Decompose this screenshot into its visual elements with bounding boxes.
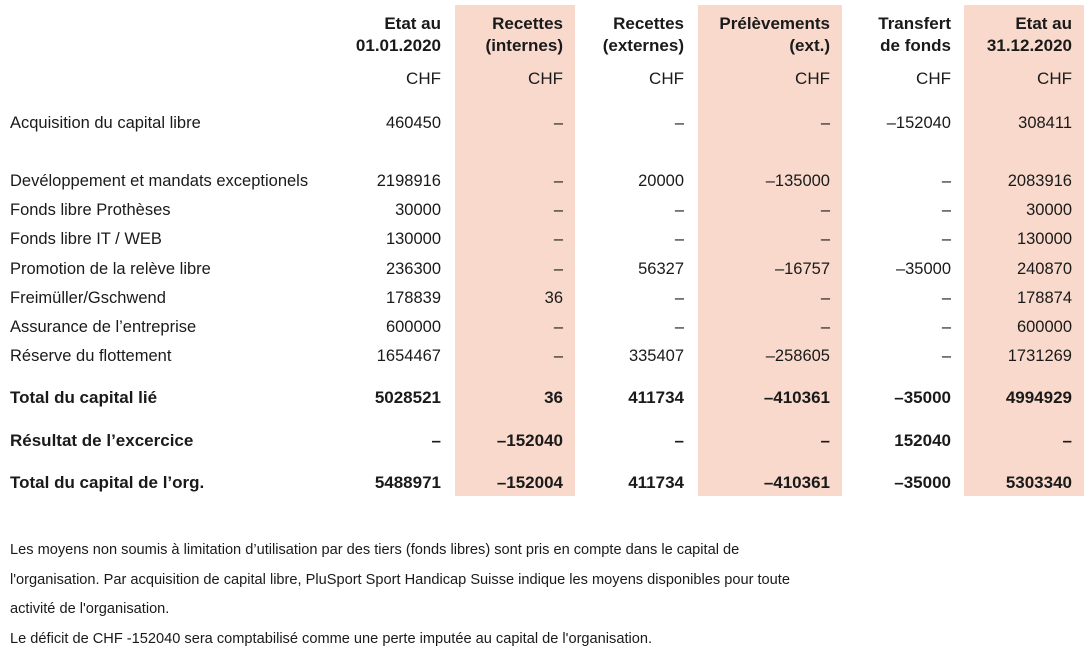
table-cell: –152040 (496, 431, 563, 450)
table-cell: – (1062, 431, 1072, 450)
row-label: Freimüller/Gschwend (10, 289, 166, 307)
table-cell: –152004 (496, 473, 563, 492)
table-cell: 4994929 (1005, 388, 1072, 407)
table-cell: 178874 (1016, 289, 1072, 307)
table-cell: – (674, 289, 684, 307)
table-cell: –35000 (894, 388, 951, 407)
table-cell: 460450 (385, 114, 441, 132)
row-label: Réserve du flottement (10, 347, 172, 365)
note-line: Les moyens non soumis à limitation d’uti… (10, 542, 740, 558)
table-cell: 178839 (385, 289, 441, 307)
table-cell: – (941, 230, 951, 248)
table-cell: – (941, 289, 951, 307)
table-cell: – (820, 431, 830, 450)
table-cell: 335407 (628, 347, 684, 365)
header-etat-fin: Etat au 31.12.2020 (986, 14, 1072, 55)
header-recettes-externes: Recettes (externes) (602, 14, 684, 55)
table-cell: 20000 (638, 172, 684, 190)
table-cell: –410361 (763, 473, 830, 492)
table-cell: – (820, 114, 830, 132)
table-cell: – (553, 260, 563, 278)
table-cell: 240870 (1016, 260, 1072, 278)
table-cell: – (674, 431, 684, 450)
table-cell: 2198916 (376, 172, 441, 190)
row-label: Total du capital lié (10, 388, 158, 407)
table-cell: 30000 (1026, 201, 1072, 219)
table-cell: – (941, 201, 951, 219)
unit-label: CHF (406, 69, 441, 88)
table-cell: 308411 (1018, 114, 1072, 132)
table-cell: 1654467 (376, 347, 441, 365)
header-etat-debut: Etat au 01.01.2020 (355, 14, 441, 55)
row-label: Fonds libre Prothèses (10, 201, 171, 219)
table-cell: 30000 (395, 201, 441, 219)
row-label: Acquisition du capital libre (10, 114, 201, 132)
header-recettes-internes: Recettes (internes) (485, 14, 563, 55)
unit-label: CHF (649, 69, 684, 88)
table-cell: – (674, 230, 684, 248)
table-cell: – (674, 114, 684, 132)
shade-prelevements (698, 5, 842, 496)
header-transfert: Transfert de fonds (878, 14, 951, 55)
row-label: Promotion de la relève libre (10, 260, 211, 278)
table-cell: 5303340 (1005, 473, 1072, 492)
row-label: Fonds libre IT / WEB (10, 230, 162, 248)
table-cell: –152040 (886, 114, 951, 132)
table-cell: – (553, 201, 563, 219)
table-cell: 5488971 (374, 473, 441, 492)
table-cell: – (431, 431, 441, 450)
table-cell: – (553, 230, 563, 248)
table-cell: 36 (544, 388, 563, 407)
table-cell: – (674, 201, 684, 219)
table-cell: 152040 (894, 431, 951, 450)
table-cell: – (820, 230, 830, 248)
table-cell: –35000 (895, 260, 951, 278)
table-cell: 600000 (1016, 318, 1072, 336)
row-label: Assurance de l’entreprise (10, 318, 197, 336)
table-cell: – (820, 318, 830, 336)
table-cell: – (553, 318, 563, 336)
table-cell: – (820, 201, 830, 219)
shade-recettes-internes (455, 5, 575, 496)
unit-label: CHF (916, 69, 951, 88)
table-cell: 130000 (385, 230, 441, 248)
note-line: l'organisation. Par acquisition de capit… (10, 571, 790, 588)
table-cell: – (553, 172, 563, 190)
table-cell: – (941, 347, 951, 365)
table-cell: 56327 (638, 260, 684, 278)
table-cell: 411734 (628, 473, 684, 492)
table-cell: 2083916 (1007, 172, 1072, 190)
note-line: Le déficit de CHF -152040 sera comptabil… (10, 630, 653, 647)
row-label: Résultat de l’excercice (10, 431, 194, 450)
row-label: Devéloppement et mandats exceptionels (10, 172, 309, 190)
table-cell: – (553, 114, 563, 132)
table-cell: 130000 (1016, 230, 1072, 248)
table-cell: – (820, 289, 830, 307)
table-cell: 36 (544, 289, 563, 307)
table-cell: 600000 (385, 318, 441, 336)
table-cell: – (674, 318, 684, 336)
table-cell: –135000 (765, 172, 830, 190)
unit-label: CHF (795, 69, 830, 88)
table-cell: – (553, 347, 563, 365)
row-label: Total du capital de l’org. (10, 473, 205, 492)
table-cell: –35000 (894, 473, 951, 492)
table-cell: – (941, 172, 951, 190)
header-prelevements: Prélèvements (ext.) (719, 14, 830, 55)
table-cell: – (941, 318, 951, 336)
table-cell: 1731269 (1007, 347, 1072, 365)
table-cell: –16757 (774, 260, 830, 278)
unit-label: CHF (528, 69, 563, 88)
table-cell: 236300 (385, 260, 441, 278)
table-cell: –258605 (765, 347, 830, 365)
shade-etat-fin (964, 5, 1084, 496)
footnotes: Les moyens non soumis à limitation d’uti… (10, 536, 890, 654)
note-line: activité de l'organisation. (10, 601, 170, 617)
unit-label: CHF (1037, 69, 1072, 88)
table-cell: 5028521 (374, 388, 441, 407)
table-cell: –410361 (763, 388, 830, 407)
table-cell: 411734 (628, 388, 684, 407)
